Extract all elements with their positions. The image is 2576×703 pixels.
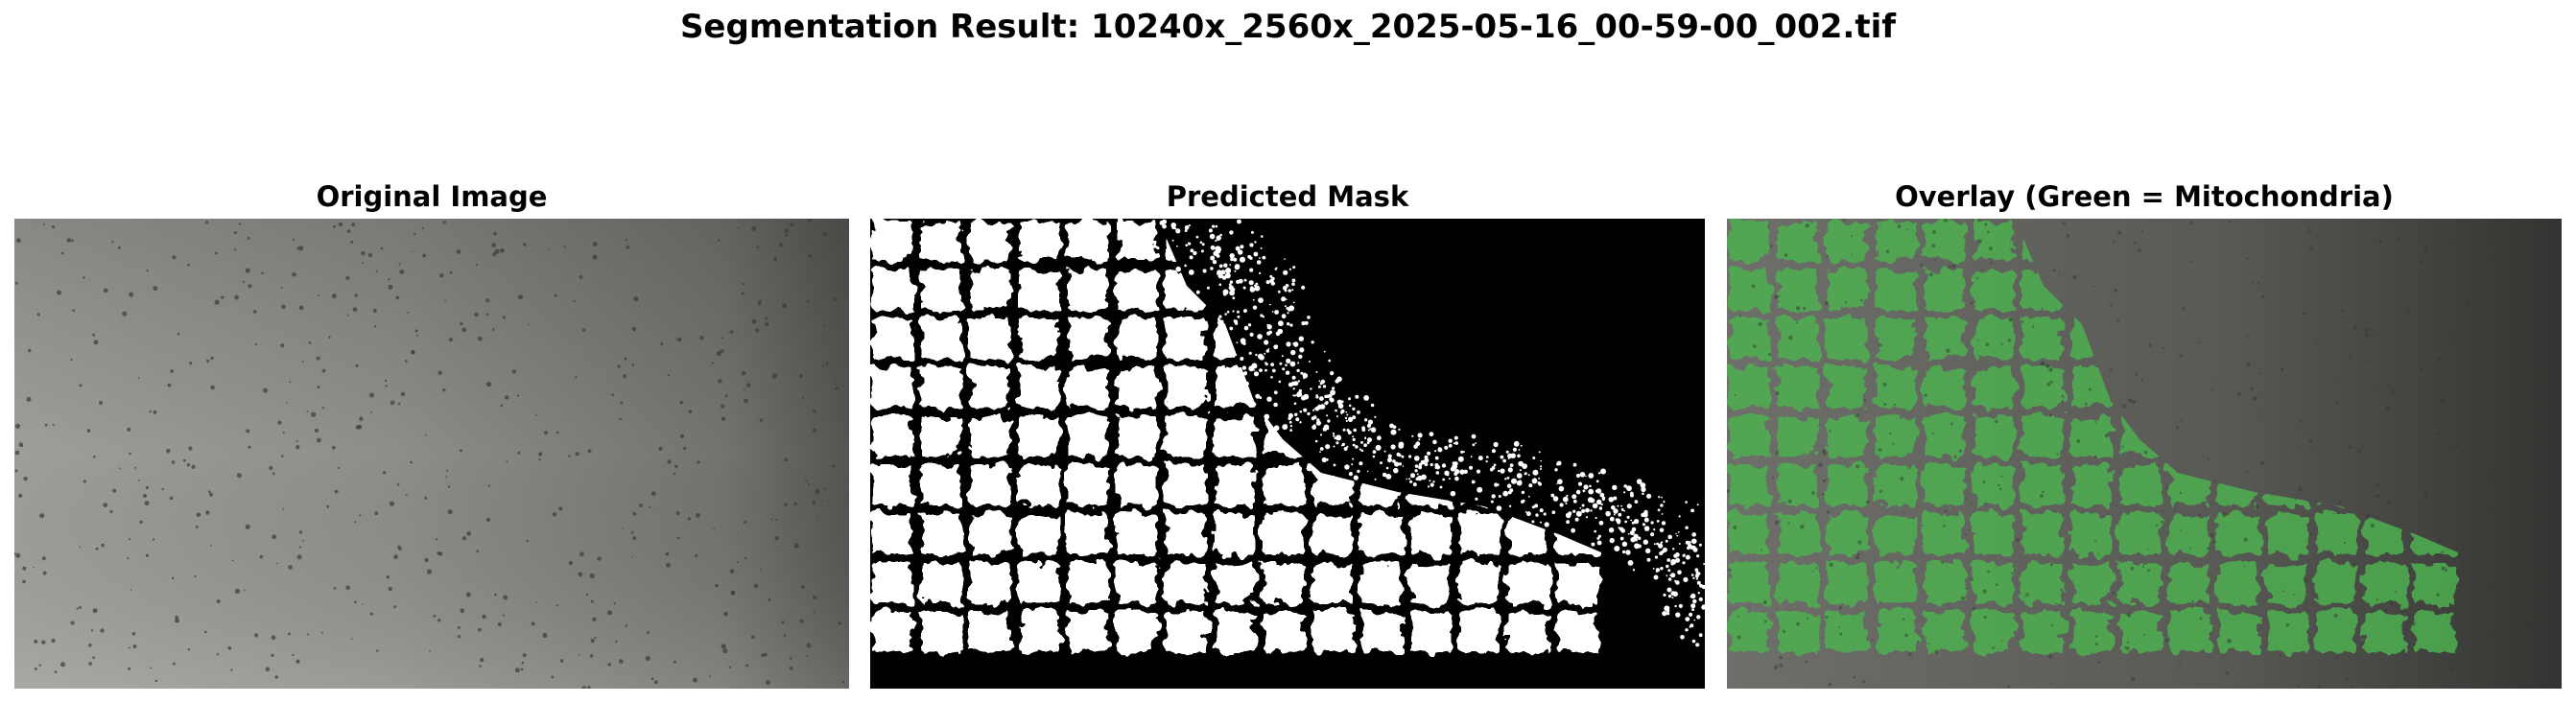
figure-title: Segmentation Result: 10240x_2560x_2025-0… <box>679 8 1897 46</box>
panel-title-overlay: Overlay (Green = Mitochondria) <box>1895 180 2394 213</box>
original-image <box>14 219 849 689</box>
overlay-image <box>1727 219 2562 689</box>
panel-original: Original Image <box>14 180 849 689</box>
panel-title-mask: Predicted Mask <box>1166 180 1409 213</box>
debris-dots <box>14 219 845 689</box>
panel-mask: Predicted Mask <box>870 180 1705 689</box>
panel-overlay: Overlay (Green = Mitochondria) <box>1727 180 2562 689</box>
panel-title-original: Original Image <box>316 180 548 213</box>
predicted-mask <box>870 219 1705 689</box>
